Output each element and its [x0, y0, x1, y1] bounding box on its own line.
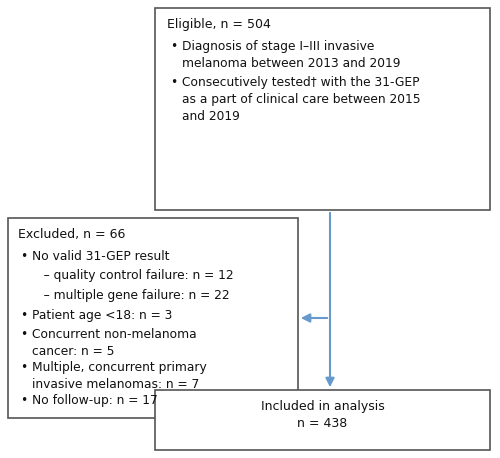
Text: •: • [20, 394, 27, 407]
Text: – multiple gene failure: n = 22: – multiple gene failure: n = 22 [32, 289, 230, 302]
Text: No valid 31-GEP result: No valid 31-GEP result [32, 250, 170, 263]
Text: Excluded, n = 66: Excluded, n = 66 [18, 228, 126, 241]
Text: •: • [20, 309, 27, 322]
Text: Eligible, n = 504: Eligible, n = 504 [167, 18, 271, 31]
Text: – quality control failure: n = 12: – quality control failure: n = 12 [32, 269, 234, 283]
Text: Patient age <18: n = 3: Patient age <18: n = 3 [32, 309, 172, 322]
Text: n = 438: n = 438 [298, 417, 348, 430]
Text: Multiple, concurrent primary
invasive melanomas: n = 7: Multiple, concurrent primary invasive me… [32, 361, 207, 391]
Text: Concurrent non-melanoma
cancer: n = 5: Concurrent non-melanoma cancer: n = 5 [32, 328, 196, 358]
Text: •: • [20, 328, 27, 341]
Text: No follow-up: n = 17: No follow-up: n = 17 [32, 394, 158, 407]
Text: Included in analysis: Included in analysis [260, 400, 384, 413]
Text: Consecutively tested† with the 31-GEP
as a part of clinical care between 2015
an: Consecutively tested† with the 31-GEP as… [182, 76, 420, 123]
Text: •: • [170, 76, 177, 89]
Text: Diagnosis of stage I–III invasive
melanoma between 2013 and 2019: Diagnosis of stage I–III invasive melano… [182, 40, 400, 70]
Bar [8, 218, 298, 418]
Text: •: • [20, 250, 27, 263]
Bar [155, 8, 490, 210]
Text: •: • [170, 40, 177, 53]
Bar [155, 390, 490, 450]
Text: •: • [20, 361, 27, 374]
